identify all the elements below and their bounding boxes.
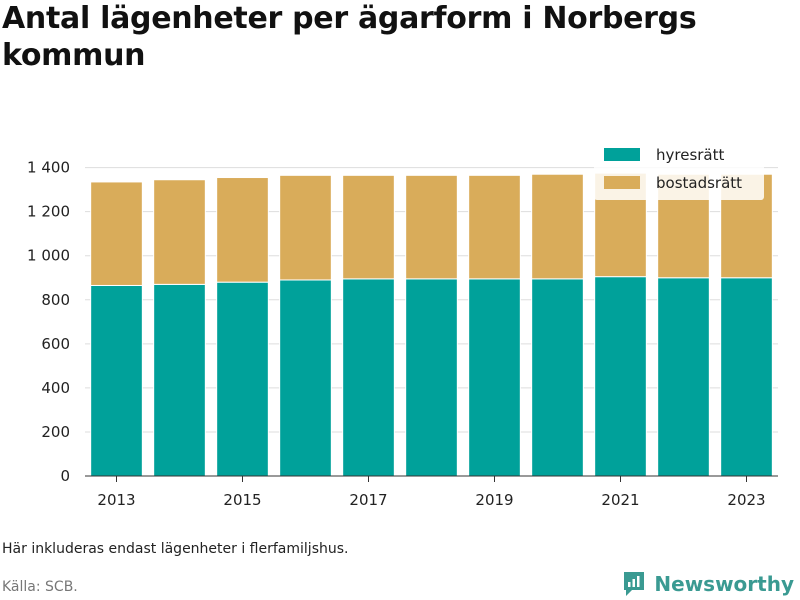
x-tick-label: 2019	[475, 491, 513, 509]
y-tick-label: 200	[41, 423, 70, 441]
y-tick-label: 1 200	[27, 203, 70, 221]
x-tick-label: 2013	[97, 491, 135, 509]
bar-hyresratt-2013[interactable]	[90, 284, 143, 477]
y-tick-label: 400	[41, 379, 70, 397]
chart: 0 200 400 600 800 1 000 1 200 1 400 2013 2015 2017…	[27, 138, 778, 509]
legend-swatch-hyresratt	[604, 148, 640, 161]
bar-hyresratt-2014[interactable]	[153, 283, 206, 477]
x-tick-label: 2015	[223, 491, 261, 509]
x-tick-label: 2017	[349, 491, 387, 509]
y-tick-label: 1 000	[27, 247, 70, 265]
bar-bostadsratt-2018[interactable]	[405, 174, 458, 280]
bar-bostadsratt-2014[interactable]	[153, 179, 206, 285]
brand-name: Newsworthy	[654, 572, 794, 596]
bar-hyresratt-2016[interactable]	[279, 279, 332, 477]
x-tick-label: 2023	[727, 491, 765, 509]
legend-swatch-bostadsratt	[604, 176, 640, 189]
bar-hyresratt-2015[interactable]	[216, 281, 269, 477]
legend: hyresrätt bostadsrätt	[594, 138, 764, 200]
bar-bostadsratt-2020[interactable]	[531, 173, 584, 280]
bar-bostadsratt-2019[interactable]	[468, 174, 521, 280]
chart-note: Här inkluderas endast lägenheter i flerf…	[2, 541, 349, 557]
brand-logo[interactable]: Newsworthy	[622, 569, 794, 599]
legend-label-bostadsratt[interactable]: bostadsrätt	[656, 174, 742, 192]
bar-hyresratt-2017[interactable]	[342, 278, 395, 477]
chart-title: Antal lägenheter per ägarform i Norbergs…	[2, 1, 697, 73]
y-tick-label: 0	[60, 467, 70, 485]
legend-label-hyresratt[interactable]: hyresrätt	[656, 146, 725, 164]
source-text: Källa: SCB.	[2, 579, 78, 595]
bar-bostadsratt-2016[interactable]	[279, 174, 332, 281]
bar-hyresratt-2018[interactable]	[405, 278, 458, 477]
bar-hyresratt-2022[interactable]	[657, 277, 710, 477]
bar-bostadsratt-2017[interactable]	[342, 174, 395, 280]
bars	[90, 172, 773, 477]
y-tick-label: 800	[41, 291, 70, 309]
bar-bostadsratt-2015[interactable]	[216, 177, 269, 283]
bar-hyresratt-2019[interactable]	[468, 278, 521, 477]
bar-hyresratt-2023[interactable]	[720, 277, 773, 477]
x-tick-label: 2021	[601, 491, 639, 509]
bar-hyresratt-2021[interactable]	[594, 276, 647, 477]
newsworthy-logo-icon	[624, 572, 645, 596]
bar-bostadsratt-2013[interactable]	[90, 181, 143, 286]
axes: 0 200 400 600 800 1 000 1 200 1 400 2013 2015 2017…	[27, 159, 778, 509]
y-tick-label: 1 400	[27, 159, 70, 177]
y-tick-label: 600	[41, 335, 70, 353]
bar-hyresratt-2020[interactable]	[531, 278, 584, 477]
